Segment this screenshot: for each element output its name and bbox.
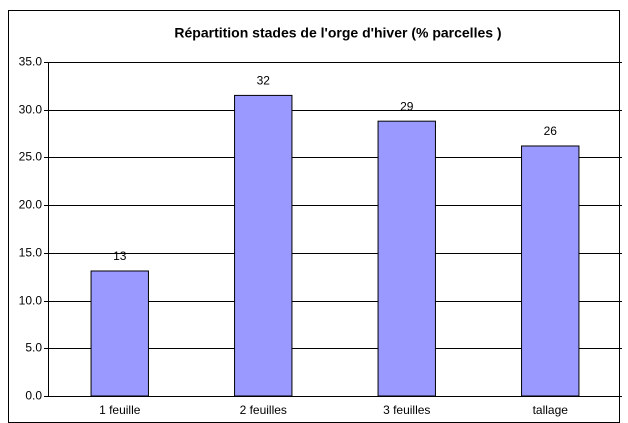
- value-label: 29: [400, 99, 414, 113]
- bar: [521, 145, 580, 397]
- y-tick-label: 15.0: [19, 246, 43, 260]
- y-tick-label: 30.0: [19, 103, 43, 117]
- y-tick-label: 35.0: [19, 55, 43, 69]
- bar: [377, 120, 436, 397]
- value-label: 13: [113, 249, 127, 263]
- y-tick-label: 20.0: [19, 198, 43, 212]
- y-tick-label: 25.0: [19, 150, 43, 164]
- x-tick-label: 3 feuilles: [383, 403, 430, 417]
- x-tick-label: 2 feuilles: [240, 403, 287, 417]
- chart-title: Répartition stades de l'orge d'hiver (% …: [174, 25, 501, 41]
- y-tick-label: 5.0: [25, 341, 42, 355]
- bar: [234, 94, 293, 397]
- value-label: 32: [257, 74, 271, 88]
- bar: [90, 270, 149, 397]
- y-tick-label: 10.0: [19, 294, 43, 308]
- value-label: 26: [544, 124, 558, 138]
- y-tick-label: 0.0: [25, 389, 42, 403]
- x-tick-label: tallage: [533, 403, 569, 417]
- x-tick-label: 1 feuille: [99, 403, 141, 417]
